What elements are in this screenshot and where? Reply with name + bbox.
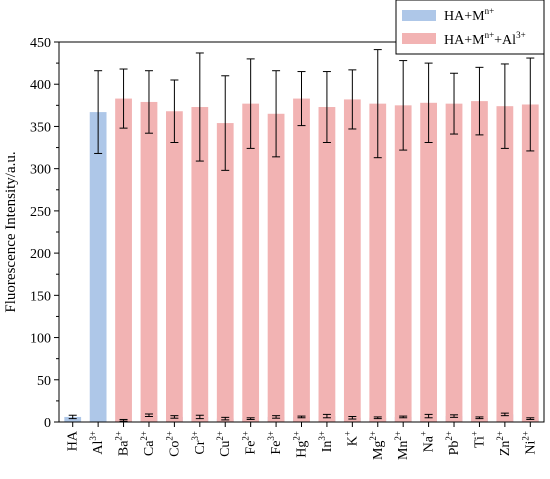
error-bar <box>526 57 535 152</box>
legend-swatch-series-1 <box>402 10 436 21</box>
y-axis-title: Fluorescence Intensity/a.u. <box>3 151 19 312</box>
error-bar <box>348 69 357 130</box>
y-tick-label: 300 <box>30 163 51 178</box>
bar-2-in3p <box>318 107 336 423</box>
error-bar <box>119 68 128 129</box>
error-bar <box>526 417 535 420</box>
x-tick-label: Ba2+ <box>114 431 132 456</box>
error-bar <box>68 414 77 420</box>
bar-1-ha <box>64 416 82 422</box>
error-bar <box>322 413 331 419</box>
error-bar <box>373 49 382 159</box>
error-bar <box>322 71 331 143</box>
bar-2-mn2p <box>394 105 412 422</box>
bar-2-co2p <box>166 111 183 422</box>
x-tick-label: Pb2+ <box>444 431 462 455</box>
bar-2-ni2p <box>521 104 539 422</box>
x-tick-label: Co2+ <box>164 431 182 457</box>
x-tick-label: In3+ <box>317 431 335 452</box>
error-bar <box>297 71 306 127</box>
x-tick-label: Mn2+ <box>393 431 411 460</box>
x-tick-label: Cr3+ <box>190 431 208 455</box>
error-bar <box>297 415 306 419</box>
error-bar <box>94 70 103 154</box>
error-bar <box>424 413 433 419</box>
bar-2-cr3p <box>191 107 209 423</box>
bar-2-ca2p <box>140 101 158 422</box>
error-bar <box>144 70 153 134</box>
x-tick-label: Cu2+ <box>215 431 233 457</box>
x-tick-label: Mg2+ <box>368 431 386 460</box>
error-bar <box>170 415 179 419</box>
bar-2-nap <box>420 102 437 423</box>
y-tick-label: 50 <box>37 374 51 389</box>
x-tick-label: Ni2+ <box>520 431 538 455</box>
error-bar <box>221 75 230 171</box>
bar-2-ba2p <box>115 98 132 423</box>
x-tick-label: Ca2+ <box>139 431 157 456</box>
bar-2-tip <box>471 101 488 422</box>
x-tick-label: Fe3+ <box>266 431 284 455</box>
y-tick-label: 150 <box>30 289 51 304</box>
bar-2-fe3p <box>267 113 285 423</box>
y-tick-label: 400 <box>30 78 51 93</box>
y-axis: 0 50 100 150 200 250 300 350 400 450 <box>30 36 59 431</box>
bar-2-zn2p <box>496 106 514 422</box>
error-bar <box>348 416 357 420</box>
y-tick-label: 0 <box>44 416 51 431</box>
bar-2-pb2p <box>445 103 463 423</box>
y-tick-label: 250 <box>30 205 51 220</box>
legend-label-series-2: HA+Mn++Al3+ <box>444 30 526 48</box>
x-tick-label: K+ <box>342 431 360 446</box>
legend-label-series-1: HA+Mn+ <box>444 6 494 24</box>
y-tick-label: 100 <box>30 332 51 347</box>
y-tick-label: 200 <box>30 247 51 262</box>
bar-2-kp <box>343 99 361 422</box>
x-tick-label: HA <box>66 430 81 451</box>
error-bar <box>424 62 433 143</box>
error-bar <box>450 72 459 135</box>
legend-swatch-series-2 <box>402 33 436 44</box>
error-bar <box>450 414 459 418</box>
error-bar <box>475 66 484 136</box>
y-tick-label: 450 <box>30 36 51 51</box>
error-bar <box>272 70 281 158</box>
error-bars-layer <box>68 49 535 422</box>
error-bar <box>221 416 230 421</box>
error-bar <box>500 412 509 417</box>
error-bar <box>195 414 204 420</box>
error-bar <box>399 60 408 151</box>
error-bar <box>170 79 179 143</box>
x-tick-label: Na+ <box>419 431 437 452</box>
x-tick-label: Hg2+ <box>292 431 310 458</box>
x-tick-label: Ti+ <box>469 431 487 448</box>
x-axis: HA Al3+ Ba2+ Ca2+ Co2+ Cr3+ Cu2+ Fe2+ Fe3+ Hg2+ In… <box>66 422 538 460</box>
error-bar <box>475 416 484 420</box>
bar-2-cu2p <box>216 123 234 423</box>
bars-layer <box>64 98 539 423</box>
bar-2-mg2p <box>369 103 387 423</box>
legend-box <box>395 0 545 55</box>
error-bar <box>144 413 153 418</box>
error-bar <box>399 415 408 419</box>
error-bar <box>500 63 509 149</box>
legend: HA+Mn+ HA+Mn++Al3+ <box>395 0 545 55</box>
error-bar <box>246 58 255 149</box>
bar-2-hg2p <box>293 98 310 423</box>
y-tick-label: 350 <box>30 120 51 135</box>
bar-1-al3p <box>89 112 107 422</box>
x-tick-label: Fe2+ <box>241 431 259 455</box>
bar-2-fe2p <box>242 103 260 423</box>
error-bar <box>195 52 204 162</box>
error-bar <box>272 415 281 419</box>
x-tick-label: Zn2+ <box>495 431 513 456</box>
error-bar <box>373 416 382 420</box>
error-bar <box>246 417 255 420</box>
x-tick-label: Al3+ <box>88 431 106 455</box>
error-bar <box>119 418 128 422</box>
